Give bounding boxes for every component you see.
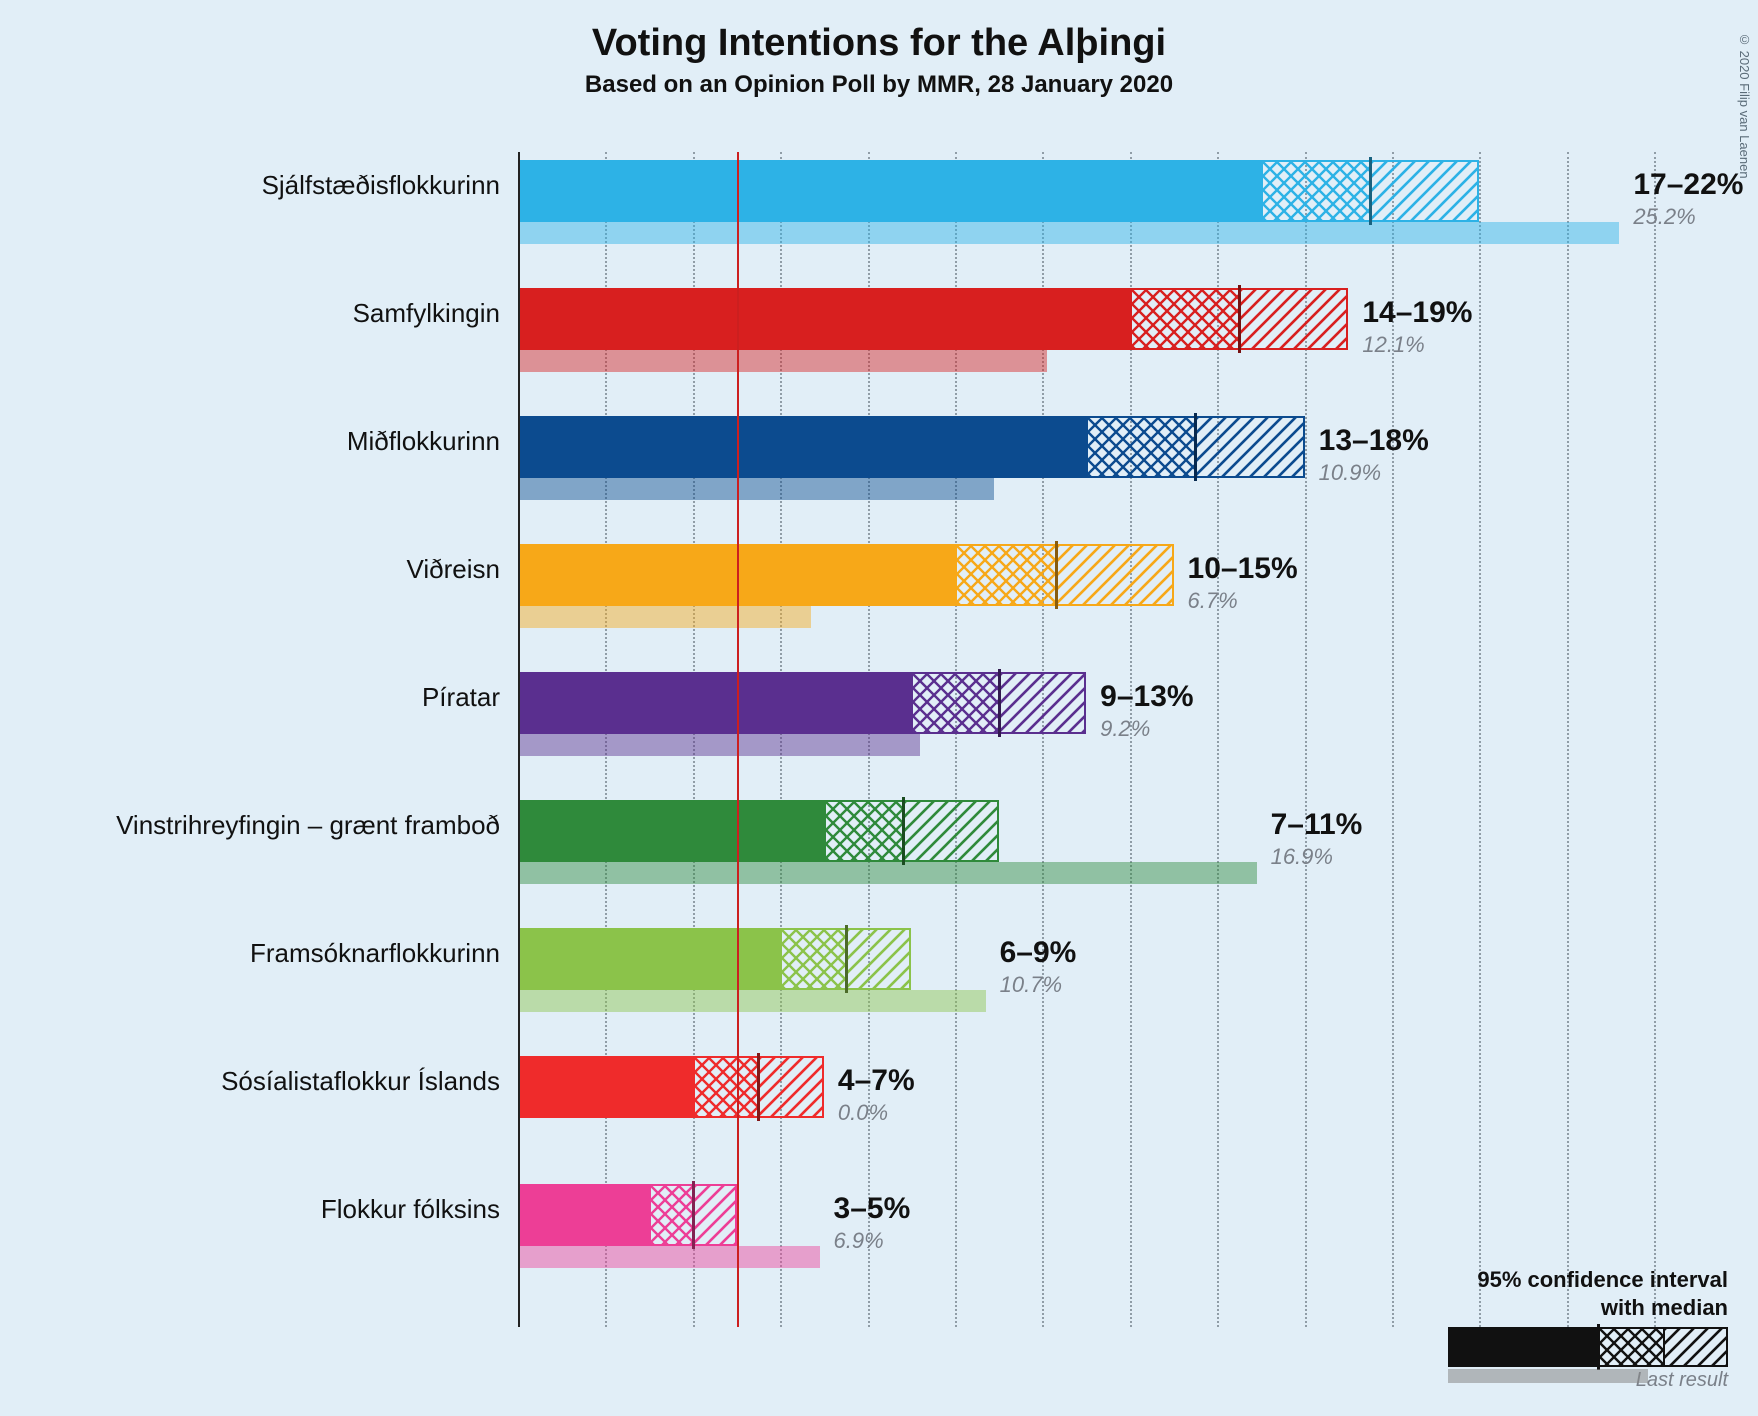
bar-last-result	[518, 862, 1257, 884]
bar-solid	[518, 928, 780, 990]
range-label: 10–15%	[1188, 552, 1298, 586]
legend: 95% confidence interval with median Last…	[1448, 1266, 1728, 1392]
bar-ci-lower	[824, 800, 903, 862]
legend-sample	[1448, 1327, 1728, 1367]
last-result-label: 25.2%	[1633, 204, 1695, 230]
bar-solid	[518, 672, 911, 734]
legend-title-line2: with median	[1601, 1295, 1728, 1320]
bar-ci-upper	[846, 928, 912, 990]
bar-ci-upper	[903, 800, 999, 862]
range-label: 14–19%	[1362, 296, 1472, 330]
party-row: Sjálfstæðisflokkurinn17–22%25.2%	[518, 160, 1698, 244]
party-row: Flokkur fólksins3–5%6.9%	[518, 1184, 1698, 1268]
median-tick	[845, 925, 848, 993]
bar-solid	[518, 800, 824, 862]
bar-ci-upper	[1195, 416, 1304, 478]
bar-last-result	[518, 734, 920, 756]
last-result-label: 10.9%	[1319, 460, 1381, 486]
range-label: 17–22%	[1633, 168, 1743, 202]
median-tick	[692, 1181, 695, 1249]
party-row: Viðreisn10–15%6.7%	[518, 544, 1698, 628]
bar-ci-lower	[693, 1056, 759, 1118]
last-result-label: 12.1%	[1362, 332, 1424, 358]
party-label: Samfylkingin	[353, 298, 518, 329]
legend-title: 95% confidence interval with median	[1448, 1266, 1728, 1321]
bar-ci-upper	[1056, 544, 1174, 606]
range-label: 3–5%	[834, 1192, 911, 1226]
bar-ci-upper	[1370, 160, 1479, 222]
y-axis-line	[518, 152, 520, 1327]
last-result-label: 0.0%	[838, 1100, 888, 1126]
last-result-label: 16.9%	[1271, 844, 1333, 870]
legend-last-result-bar	[1448, 1369, 1648, 1383]
bar-ci-lower	[780, 928, 846, 990]
last-result-label: 10.7%	[1000, 972, 1062, 998]
bar-last-result	[518, 1246, 820, 1268]
page-title: Voting Intentions for the Alþingi	[0, 22, 1758, 65]
bar-ci-lower	[1086, 416, 1195, 478]
median-tick	[757, 1053, 760, 1121]
bar-ci-lower	[955, 544, 1056, 606]
party-row: Píratar9–13%9.2%	[518, 672, 1698, 756]
bar-ci-lower	[1261, 160, 1370, 222]
party-label: Sósíalistaflokkur Íslands	[221, 1066, 518, 1097]
range-label: 7–11%	[1271, 808, 1363, 842]
bar-ci-lower	[911, 672, 998, 734]
bar-ci-lower	[1130, 288, 1239, 350]
party-row: Miðflokkurinn13–18%10.9%	[518, 416, 1698, 500]
legend-crosshatch	[1598, 1327, 1663, 1367]
threshold-line	[737, 152, 739, 1327]
chart-plot-area: Sjálfstæðisflokkurinn17–22%25.2% Samfylki…	[518, 152, 1698, 1327]
bar-ci-upper	[1239, 288, 1348, 350]
party-row: Samfylkingin14–19%12.1%	[518, 288, 1698, 372]
median-tick	[998, 669, 1001, 737]
party-row: Sósíalistaflokkur Íslands4–7%0.0%	[518, 1056, 1698, 1140]
bar-ci-upper	[693, 1184, 737, 1246]
bar-solid	[518, 1056, 693, 1118]
party-label: Viðreisn	[407, 554, 518, 585]
range-label: 6–9%	[1000, 936, 1077, 970]
range-label: 13–18%	[1319, 424, 1429, 458]
party-label: Flokkur fólksins	[321, 1194, 518, 1225]
party-row: Framsóknarflokkurinn6–9%10.7%	[518, 928, 1698, 1012]
median-tick	[902, 797, 905, 865]
party-label: Miðflokkurinn	[347, 426, 518, 457]
median-tick	[1369, 157, 1372, 225]
range-label: 9–13%	[1100, 680, 1193, 714]
bar-last-result	[518, 222, 1619, 244]
bar-solid	[518, 1184, 649, 1246]
bar-solid	[518, 160, 1261, 222]
legend-solid-bar	[1448, 1327, 1598, 1367]
party-label: Vinstrihreyfingin – grænt framboð	[116, 810, 518, 841]
party-label: Framsóknarflokkurinn	[250, 938, 518, 969]
range-label: 4–7%	[838, 1064, 915, 1098]
bar-ci-lower	[649, 1184, 693, 1246]
party-label: Sjálfstæðisflokkurinn	[262, 170, 518, 201]
bar-solid	[518, 416, 1086, 478]
page-subtitle: Based on an Opinion Poll by MMR, 28 Janu…	[0, 71, 1758, 99]
last-result-label: 9.2%	[1100, 716, 1150, 742]
bar-last-result	[518, 990, 986, 1012]
bar-ci-upper	[999, 672, 1086, 734]
bar-last-result	[518, 606, 811, 628]
copyright-text: © 2020 Filip van Laenen	[1737, 32, 1752, 179]
bar-solid	[518, 288, 1130, 350]
party-row: Vinstrihreyfingin – grænt framboð7–11%16…	[518, 800, 1698, 884]
last-result-label: 6.9%	[834, 1228, 884, 1254]
last-result-label: 6.7%	[1188, 588, 1238, 614]
party-label: Píratar	[422, 682, 518, 713]
legend-median-tick	[1597, 1324, 1600, 1370]
median-tick	[1055, 541, 1058, 609]
legend-title-line1: 95% confidence interval	[1477, 1267, 1728, 1292]
median-tick	[1194, 413, 1197, 481]
bar-last-result	[518, 350, 1047, 372]
bar-last-result	[518, 478, 994, 500]
legend-diagonal-hatch	[1663, 1327, 1728, 1367]
median-tick	[1238, 285, 1241, 353]
bar-ci-upper	[758, 1056, 824, 1118]
